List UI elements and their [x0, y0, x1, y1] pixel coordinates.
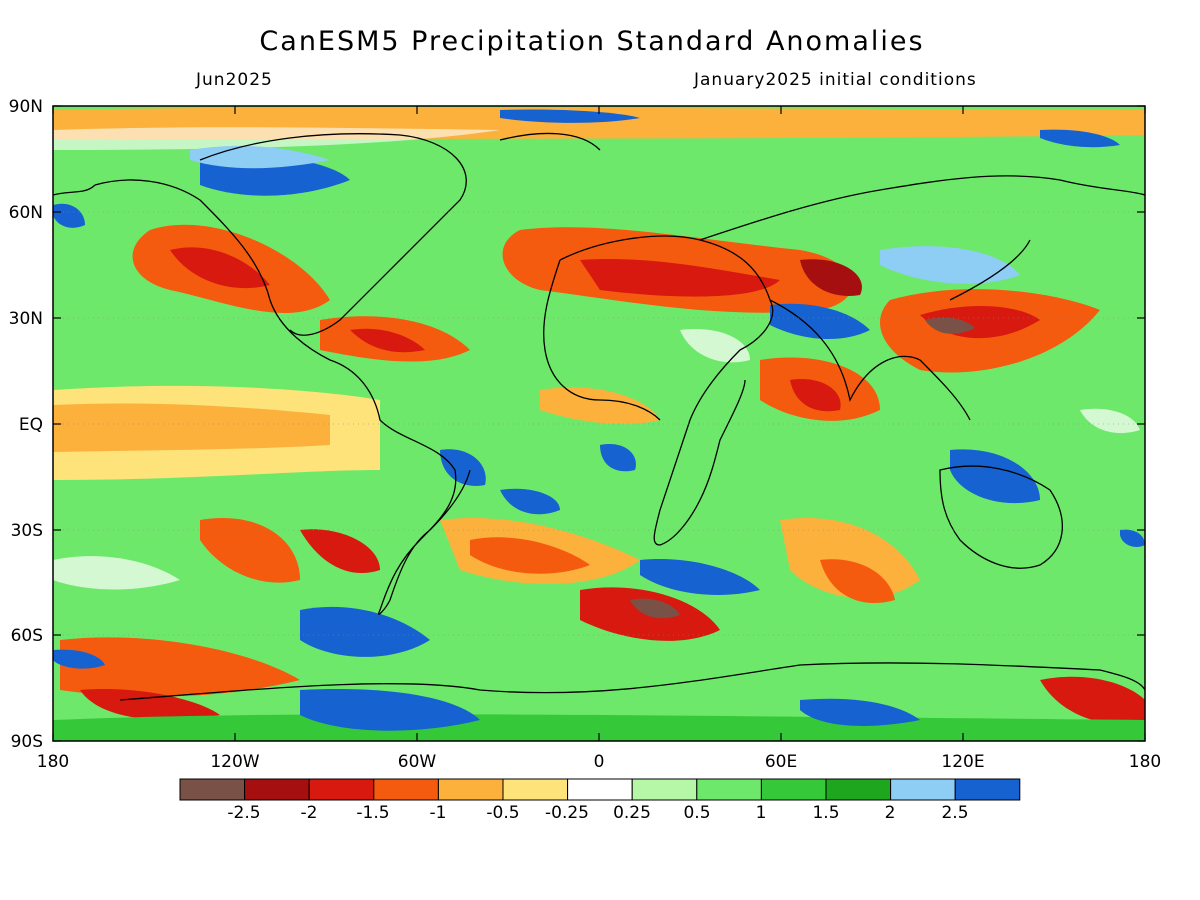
- colorbar-label: -0.5: [486, 803, 519, 823]
- lon-label-0: 0: [594, 752, 605, 772]
- colorbar-swatch: [308, 778, 375, 801]
- lon-label-120w: 120W: [210, 752, 259, 772]
- colorbar-swatch: [954, 778, 1021, 801]
- lat-label-eq: EQ: [19, 415, 43, 435]
- lon-label-180e: 180: [1129, 752, 1161, 772]
- colorbar-label: 2: [885, 803, 896, 823]
- colorbar-label: 0.25: [613, 803, 651, 823]
- lat-label-90s: 90S: [11, 732, 43, 752]
- lon-label-120e: 120E: [941, 752, 984, 772]
- lat-label-90n: 90N: [9, 97, 43, 117]
- lat-label-60s: 60S: [11, 626, 43, 646]
- colorbar-swatch: [437, 778, 504, 801]
- lon-label-60w: 60W: [398, 752, 437, 772]
- colorbar-swatch: [825, 778, 892, 801]
- colorbar-swatch: [696, 778, 762, 801]
- forecast-month: Jun2025: [196, 70, 273, 90]
- lat-label-60n: 60N: [9, 203, 43, 223]
- initial-conditions: January2025 initial conditions: [694, 70, 977, 90]
- colorbar-swatch: [502, 778, 569, 801]
- colorbar-label: -1.5: [356, 803, 389, 823]
- colorbar-swatch: [373, 778, 439, 801]
- lat-label-30n: 30N: [9, 309, 43, 329]
- colorbar-label: -2.5: [227, 803, 260, 823]
- colorbar-boxes: [179, 778, 1021, 801]
- colorbar-swatch: [890, 778, 956, 801]
- colorbar-swatch: [179, 778, 246, 801]
- colorbar-label: 1.5: [812, 803, 839, 823]
- coastlines: [53, 132, 1145, 701]
- colorbar-swatch: [760, 778, 827, 801]
- colorbar-label: 0.5: [683, 803, 710, 823]
- colorbar-labels: -2.5 -2 -1.5 -1 -0.5 -0.25 0.25 0.5 1 1.…: [227, 803, 968, 823]
- colorbar-label: -1: [430, 803, 447, 823]
- anomaly-field: [53, 106, 1145, 741]
- colorbar-swatch: [567, 778, 633, 801]
- lon-label-60e: 60E: [765, 752, 797, 772]
- colorbar: -2.5 -2 -1.5 -1 -0.5 -0.25 0.25 0.5 1 1.…: [179, 778, 1021, 823]
- lon-label-180w: 180: [37, 752, 69, 772]
- colorbar-label: 1: [756, 803, 767, 823]
- colorbar-swatch: [244, 778, 310, 801]
- chart-title: CanESM5 Precipitation Standard Anomalies: [259, 26, 925, 57]
- colorbar-label: 2.5: [941, 803, 968, 823]
- colorbar-swatch: [631, 778, 698, 801]
- lat-label-30s: 30S: [11, 521, 43, 541]
- colorbar-label: -2: [301, 803, 318, 823]
- colorbar-label: -0.25: [545, 803, 589, 823]
